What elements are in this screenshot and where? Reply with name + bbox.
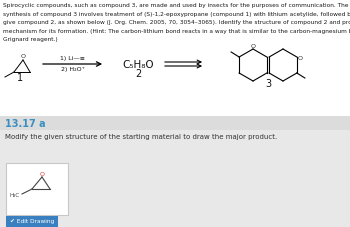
Text: Grignard reagent.): Grignard reagent.): [3, 37, 58, 42]
Text: O: O: [21, 54, 26, 59]
Text: 3: 3: [265, 79, 271, 89]
Text: synthesis of compound 3 involves treatment of (S)-1,2-epoxypropane (compound 1) : synthesis of compound 3 involves treatme…: [3, 11, 350, 16]
Bar: [6, 216, 58, 227]
Bar: [0, 116, 350, 131]
Text: 2) H₂O⁺: 2) H₂O⁺: [61, 67, 84, 72]
Text: Modify the given structure of the starting material to draw the major product.: Modify the given structure of the starti…: [5, 133, 277, 139]
Text: H₃C: H₃C: [10, 193, 20, 198]
Bar: [0, 127, 350, 227]
Text: 1: 1: [17, 73, 23, 83]
Text: ✔ Edit Drawing: ✔ Edit Drawing: [10, 219, 54, 224]
Text: C₅H₈O: C₅H₈O: [122, 60, 154, 70]
Bar: [6, 163, 68, 215]
Text: 13.17 a: 13.17 a: [5, 118, 46, 128]
Bar: [0, 0, 350, 127]
Text: mechanism for its formation. (Hint: The carbon-lithium bond reacts in a way that: mechanism for its formation. (Hint: The …: [3, 28, 350, 33]
Text: Spirocyclic compounds, such as compound 3, are made and used by insects for the : Spirocyclic compounds, such as compound …: [3, 3, 350, 8]
Text: O: O: [251, 43, 256, 48]
Text: give compound 2, as shown below (J. Org. Chem. 2005, 70, 3054–3065). Identify th: give compound 2, as shown below (J. Org.…: [3, 20, 350, 25]
Text: O: O: [298, 55, 303, 60]
Text: O: O: [40, 171, 44, 176]
Text: 1) Li—≡: 1) Li—≡: [60, 56, 85, 61]
Text: 2: 2: [135, 69, 141, 79]
